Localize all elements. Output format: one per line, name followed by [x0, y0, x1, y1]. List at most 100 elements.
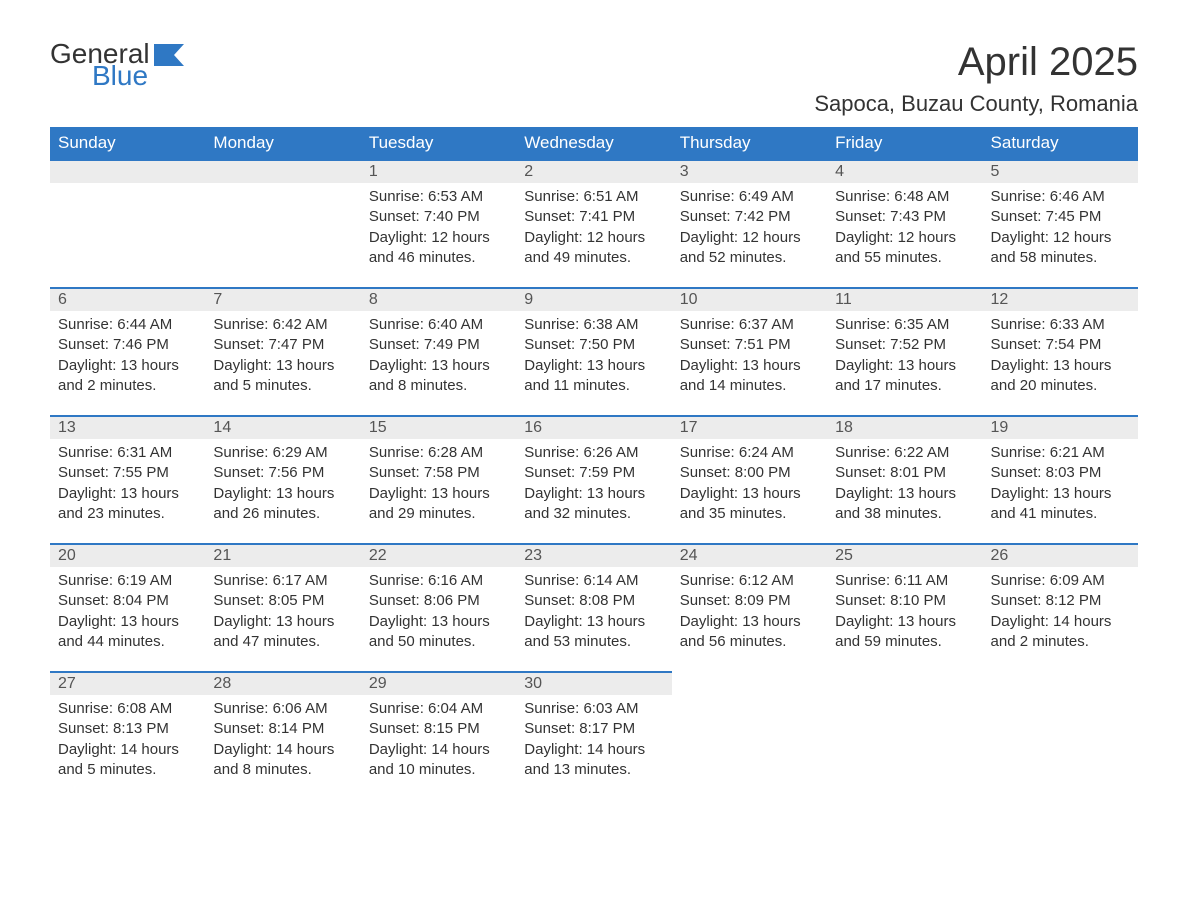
calendar-cell: 8Sunrise: 6:40 AMSunset: 7:49 PMDaylight…	[361, 287, 516, 415]
sunset-line: Sunset: 7:56 PM	[213, 463, 352, 483]
calendar-cell: 9Sunrise: 6:38 AMSunset: 7:50 PMDaylight…	[516, 287, 671, 415]
day-details: Sunrise: 6:44 AMSunset: 7:46 PMDaylight:…	[50, 311, 205, 404]
sunrise-line: Sunrise: 6:11 AM	[835, 571, 974, 591]
calendar-cell: 16Sunrise: 6:26 AMSunset: 7:59 PMDayligh…	[516, 415, 671, 543]
day-details: Sunrise: 6:19 AMSunset: 8:04 PMDaylight:…	[50, 567, 205, 660]
calendar-cell: 3Sunrise: 6:49 AMSunset: 7:42 PMDaylight…	[672, 159, 827, 287]
empty-daynum-strip	[205, 159, 360, 183]
sunset-line: Sunset: 8:06 PM	[369, 591, 508, 611]
daylight-line: Daylight: 13 hours and 29 minutes.	[369, 484, 508, 525]
day-number: 18	[827, 415, 982, 439]
calendar-cell: 7Sunrise: 6:42 AMSunset: 7:47 PMDaylight…	[205, 287, 360, 415]
sunrise-line: Sunrise: 6:08 AM	[58, 699, 197, 719]
day-details: Sunrise: 6:37 AMSunset: 7:51 PMDaylight:…	[672, 311, 827, 404]
daylight-line: Daylight: 12 hours and 46 minutes.	[369, 228, 508, 269]
sunset-line: Sunset: 8:15 PM	[369, 719, 508, 739]
weekday-header: Monday	[205, 127, 360, 159]
sunrise-line: Sunrise: 6:14 AM	[524, 571, 663, 591]
calendar-cell: 27Sunrise: 6:08 AMSunset: 8:13 PMDayligh…	[50, 671, 205, 799]
sunrise-line: Sunrise: 6:49 AM	[680, 187, 819, 207]
daylight-line: Daylight: 13 hours and 38 minutes.	[835, 484, 974, 525]
day-number: 10	[672, 287, 827, 311]
sunset-line: Sunset: 7:41 PM	[524, 207, 663, 227]
calendar-cell: 23Sunrise: 6:14 AMSunset: 8:08 PMDayligh…	[516, 543, 671, 671]
sunrise-line: Sunrise: 6:09 AM	[991, 571, 1130, 591]
location-subtitle: Sapoca, Buzau County, Romania	[814, 91, 1138, 117]
day-number: 24	[672, 543, 827, 567]
calendar-week-row: 1Sunrise: 6:53 AMSunset: 7:40 PMDaylight…	[50, 159, 1138, 287]
daylight-line: Daylight: 14 hours and 13 minutes.	[524, 740, 663, 781]
daylight-line: Daylight: 12 hours and 52 minutes.	[680, 228, 819, 269]
calendar-cell: 12Sunrise: 6:33 AMSunset: 7:54 PMDayligh…	[983, 287, 1138, 415]
daylight-line: Daylight: 13 hours and 50 minutes.	[369, 612, 508, 653]
calendar-cell: 25Sunrise: 6:11 AMSunset: 8:10 PMDayligh…	[827, 543, 982, 671]
day-details: Sunrise: 6:24 AMSunset: 8:00 PMDaylight:…	[672, 439, 827, 532]
day-number: 8	[361, 287, 516, 311]
day-details: Sunrise: 6:33 AMSunset: 7:54 PMDaylight:…	[983, 311, 1138, 404]
sunset-line: Sunset: 8:08 PM	[524, 591, 663, 611]
sunset-line: Sunset: 8:17 PM	[524, 719, 663, 739]
day-details: Sunrise: 6:04 AMSunset: 8:15 PMDaylight:…	[361, 695, 516, 788]
daylight-line: Daylight: 14 hours and 5 minutes.	[58, 740, 197, 781]
day-details: Sunrise: 6:03 AMSunset: 8:17 PMDaylight:…	[516, 695, 671, 788]
calendar-cell: 26Sunrise: 6:09 AMSunset: 8:12 PMDayligh…	[983, 543, 1138, 671]
day-number: 11	[827, 287, 982, 311]
day-details: Sunrise: 6:21 AMSunset: 8:03 PMDaylight:…	[983, 439, 1138, 532]
day-number: 13	[50, 415, 205, 439]
daylight-line: Daylight: 13 hours and 2 minutes.	[58, 356, 197, 397]
sunset-line: Sunset: 8:00 PM	[680, 463, 819, 483]
day-details: Sunrise: 6:40 AMSunset: 7:49 PMDaylight:…	[361, 311, 516, 404]
calendar-cell: 5Sunrise: 6:46 AMSunset: 7:45 PMDaylight…	[983, 159, 1138, 287]
calendar-cell: 1Sunrise: 6:53 AMSunset: 7:40 PMDaylight…	[361, 159, 516, 287]
calendar-cell: 24Sunrise: 6:12 AMSunset: 8:09 PMDayligh…	[672, 543, 827, 671]
sunset-line: Sunset: 7:46 PM	[58, 335, 197, 355]
day-details: Sunrise: 6:42 AMSunset: 7:47 PMDaylight:…	[205, 311, 360, 404]
day-details: Sunrise: 6:12 AMSunset: 8:09 PMDaylight:…	[672, 567, 827, 660]
sunrise-line: Sunrise: 6:29 AM	[213, 443, 352, 463]
calendar-cell: 30Sunrise: 6:03 AMSunset: 8:17 PMDayligh…	[516, 671, 671, 799]
empty-daynum-strip	[50, 159, 205, 183]
day-number: 23	[516, 543, 671, 567]
day-details: Sunrise: 6:08 AMSunset: 8:13 PMDaylight:…	[50, 695, 205, 788]
weekday-header: Friday	[827, 127, 982, 159]
sunrise-line: Sunrise: 6:46 AM	[991, 187, 1130, 207]
sunset-line: Sunset: 7:49 PM	[369, 335, 508, 355]
daylight-line: Daylight: 13 hours and 20 minutes.	[991, 356, 1130, 397]
day-number: 22	[361, 543, 516, 567]
day-number: 19	[983, 415, 1138, 439]
sunset-line: Sunset: 8:12 PM	[991, 591, 1130, 611]
day-details: Sunrise: 6:35 AMSunset: 7:52 PMDaylight:…	[827, 311, 982, 404]
calendar-week-row: 6Sunrise: 6:44 AMSunset: 7:46 PMDaylight…	[50, 287, 1138, 415]
daylight-line: Daylight: 12 hours and 58 minutes.	[991, 228, 1130, 269]
day-details: Sunrise: 6:29 AMSunset: 7:56 PMDaylight:…	[205, 439, 360, 532]
daylight-line: Daylight: 13 hours and 35 minutes.	[680, 484, 819, 525]
day-details: Sunrise: 6:09 AMSunset: 8:12 PMDaylight:…	[983, 567, 1138, 660]
calendar-cell: 20Sunrise: 6:19 AMSunset: 8:04 PMDayligh…	[50, 543, 205, 671]
calendar-week-row: 27Sunrise: 6:08 AMSunset: 8:13 PMDayligh…	[50, 671, 1138, 799]
daylight-line: Daylight: 12 hours and 55 minutes.	[835, 228, 974, 269]
sunrise-line: Sunrise: 6:51 AM	[524, 187, 663, 207]
weekday-header: Thursday	[672, 127, 827, 159]
daylight-line: Daylight: 13 hours and 5 minutes.	[213, 356, 352, 397]
day-details: Sunrise: 6:48 AMSunset: 7:43 PMDaylight:…	[827, 183, 982, 276]
daylight-line: Daylight: 13 hours and 8 minutes.	[369, 356, 508, 397]
sunrise-line: Sunrise: 6:44 AM	[58, 315, 197, 335]
sunrise-line: Sunrise: 6:03 AM	[524, 699, 663, 719]
calendar-cell: 29Sunrise: 6:04 AMSunset: 8:15 PMDayligh…	[361, 671, 516, 799]
day-number: 5	[983, 159, 1138, 183]
calendar-cell: 2Sunrise: 6:51 AMSunset: 7:41 PMDaylight…	[516, 159, 671, 287]
sunset-line: Sunset: 7:43 PM	[835, 207, 974, 227]
sunrise-line: Sunrise: 6:12 AM	[680, 571, 819, 591]
sunrise-line: Sunrise: 6:35 AM	[835, 315, 974, 335]
daylight-line: Daylight: 14 hours and 10 minutes.	[369, 740, 508, 781]
sunset-line: Sunset: 8:04 PM	[58, 591, 197, 611]
brand-logo: General Blue	[50, 40, 184, 90]
day-details: Sunrise: 6:49 AMSunset: 7:42 PMDaylight:…	[672, 183, 827, 276]
sunrise-line: Sunrise: 6:06 AM	[213, 699, 352, 719]
calendar-cell: 13Sunrise: 6:31 AMSunset: 7:55 PMDayligh…	[50, 415, 205, 543]
day-details: Sunrise: 6:31 AMSunset: 7:55 PMDaylight:…	[50, 439, 205, 532]
calendar-cell: 10Sunrise: 6:37 AMSunset: 7:51 PMDayligh…	[672, 287, 827, 415]
weekday-header: Wednesday	[516, 127, 671, 159]
sunrise-line: Sunrise: 6:04 AM	[369, 699, 508, 719]
day-number: 7	[205, 287, 360, 311]
